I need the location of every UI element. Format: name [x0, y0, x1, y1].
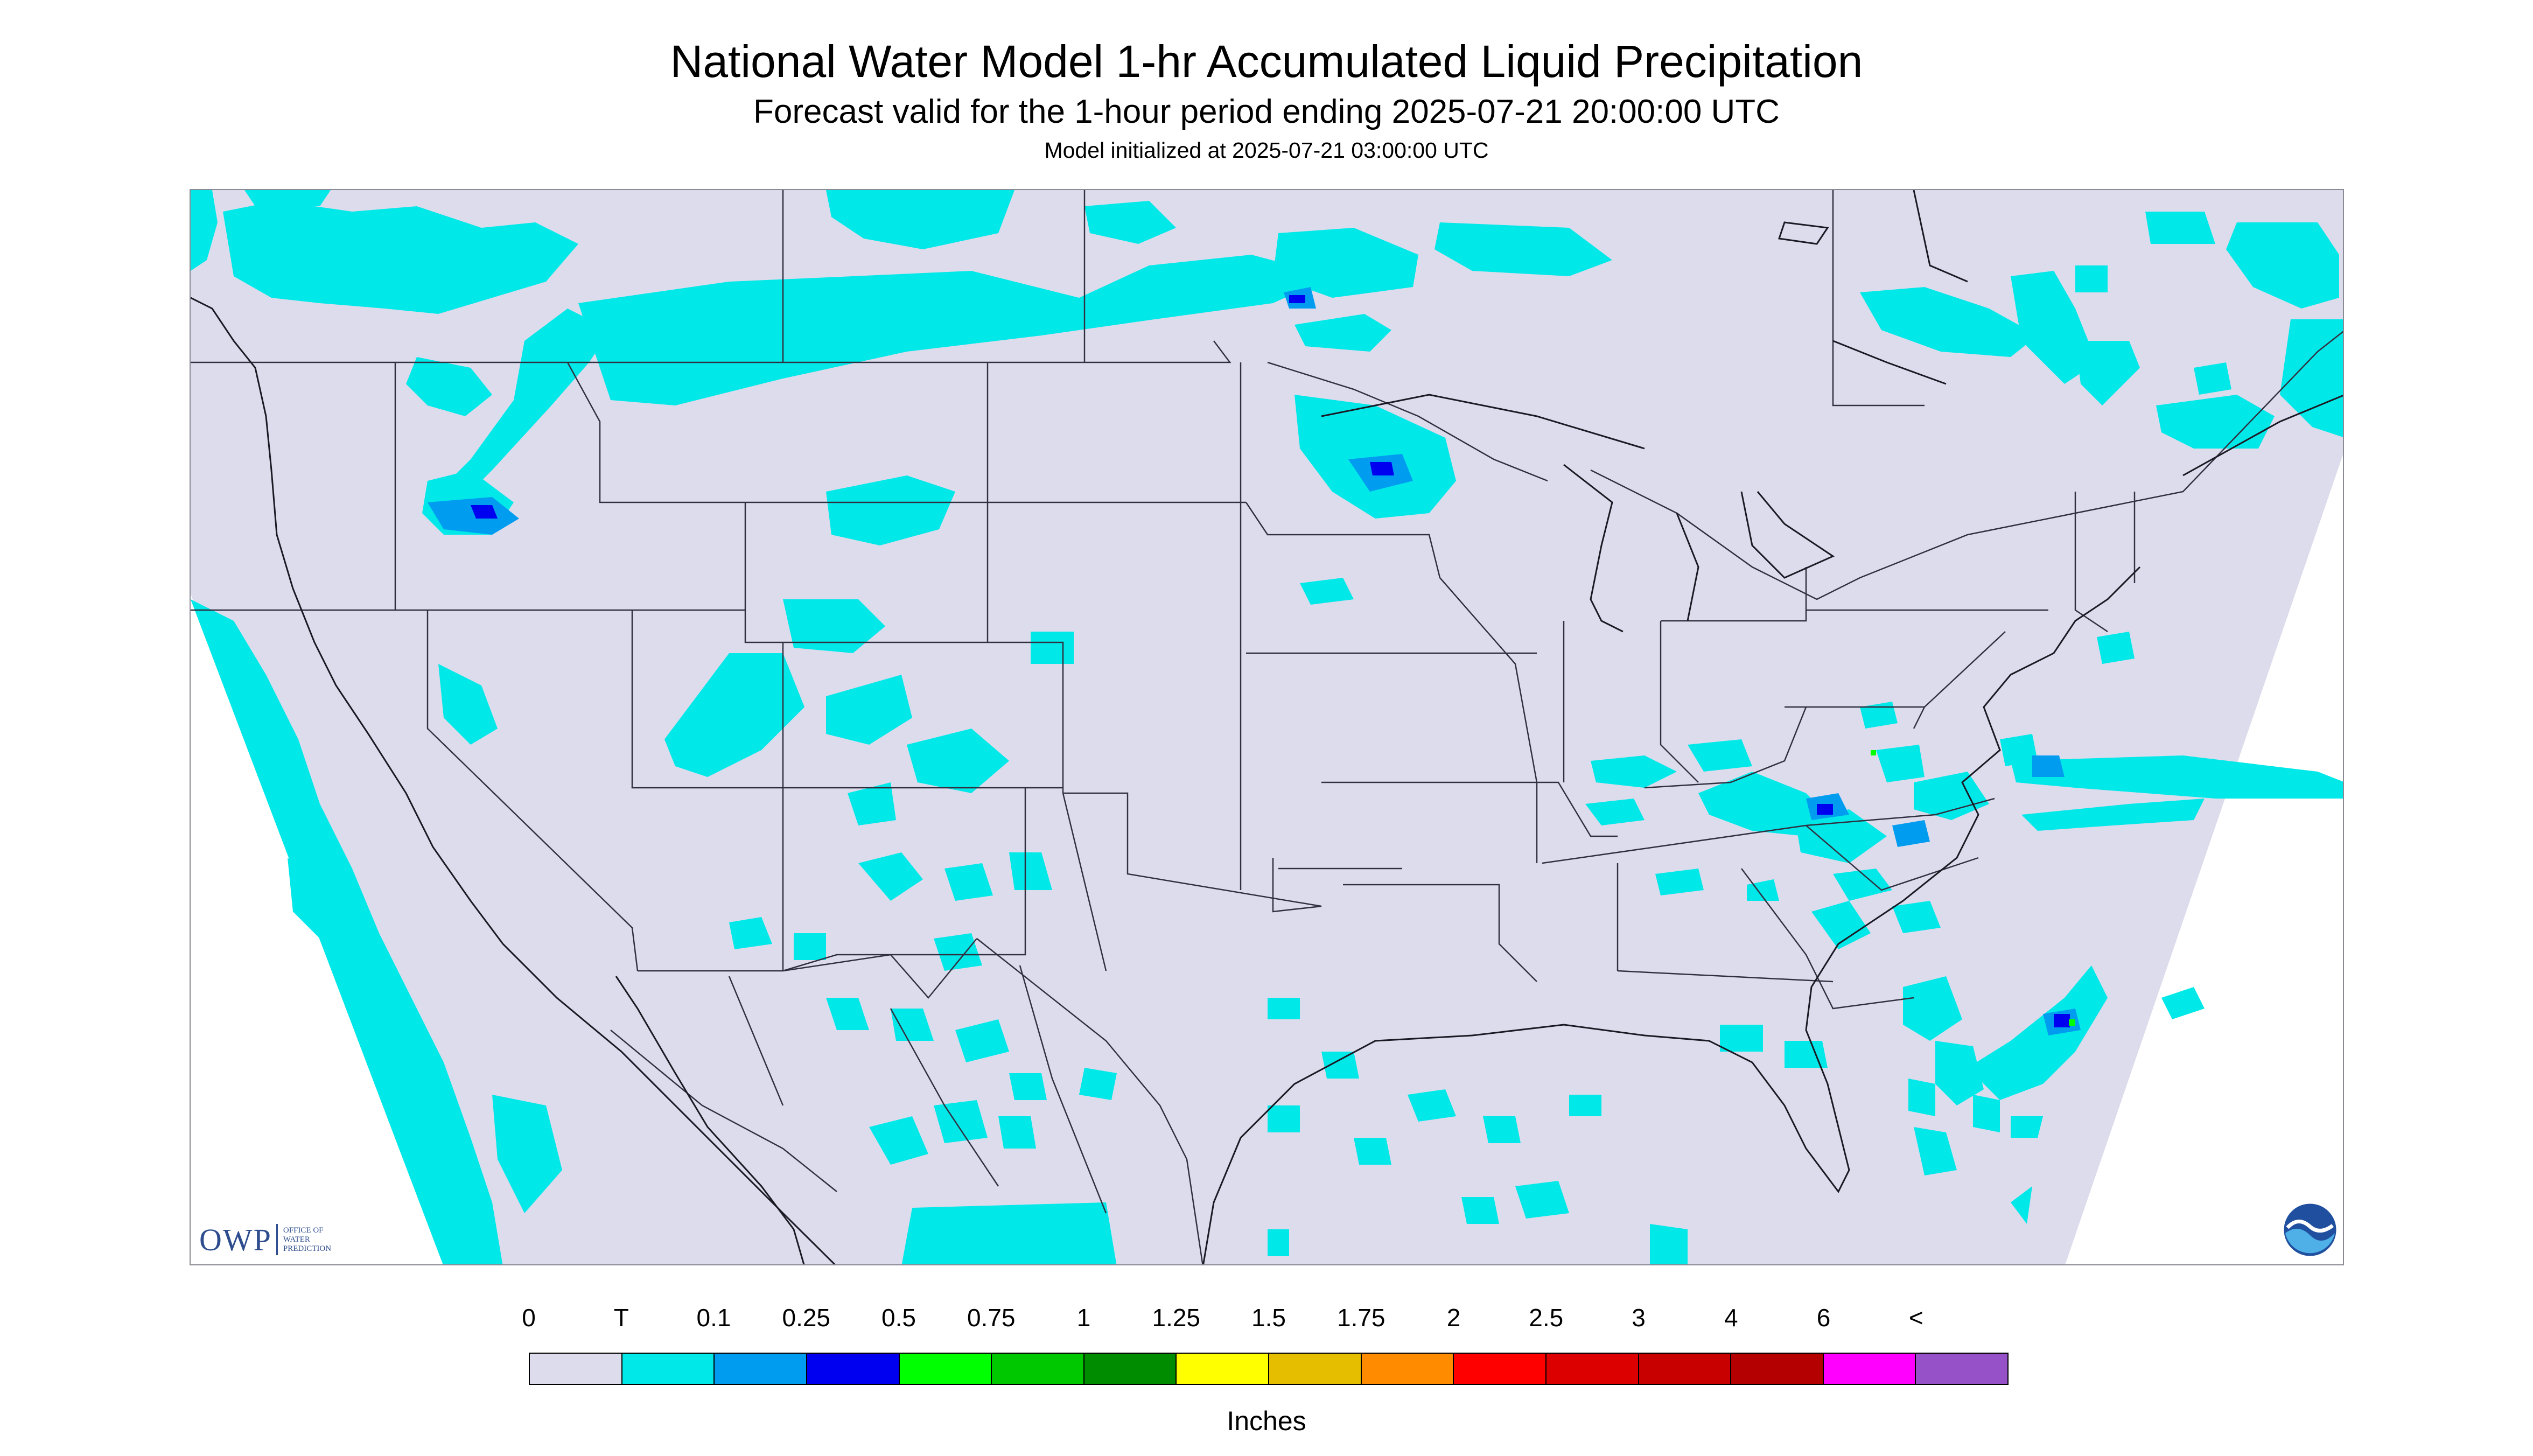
legend-swatch	[1177, 1354, 1269, 1384]
legend-swatch	[1916, 1354, 2007, 1384]
legend-swatch	[622, 1354, 715, 1384]
legend-swatch	[1639, 1354, 1732, 1384]
owp-logo-subtext: OFFICE OF WATER PREDICTION	[283, 1226, 331, 1254]
legend-tick-label: 1.75	[1337, 1304, 1386, 1332]
legend-tick-label: 1	[1076, 1304, 1091, 1332]
legend-tick-label: 1.25	[1152, 1304, 1201, 1332]
legend-swatch	[1731, 1354, 1824, 1384]
precip-0.25-areas	[471, 295, 2070, 1027]
political-boundaries	[191, 190, 2343, 1264]
legend-tick-label: 3	[1632, 1304, 1646, 1332]
legend-swatch	[1084, 1354, 1177, 1384]
legend-tick-label: T	[613, 1304, 629, 1332]
legend-tick-label: 6	[1816, 1304, 1831, 1332]
legend-tick-label: 0.25	[782, 1304, 831, 1332]
legend-tick-label: 0.5	[881, 1304, 916, 1332]
projection-domain	[191, 190, 2343, 1264]
legend-swatch	[1823, 1354, 1916, 1384]
legend-tick-label: 0.75	[967, 1304, 1016, 1332]
precipitation-map	[190, 189, 2344, 1265]
legend-tick-label: <	[1908, 1304, 1923, 1332]
legend-swatch	[1361, 1354, 1454, 1384]
legend-swatch	[715, 1354, 807, 1384]
legend-unit: Inches	[1227, 1406, 1306, 1436]
legend-swatch	[530, 1354, 622, 1384]
color-legend	[529, 1353, 2009, 1385]
legend-swatch	[1546, 1354, 1639, 1384]
legend-swatch	[1269, 1354, 1362, 1384]
legend-tick-label: 1.5	[1251, 1304, 1286, 1332]
legend-swatch	[899, 1354, 992, 1384]
model-init-line: Model initialized at 2025-07-21 03:00:00…	[1044, 138, 1489, 163]
legend-labels: 0 T 0.1 0.25 0.5 0.75 1 1.25 1.5 1.75 2 2.5 3 4 6 <	[0, 1303, 2533, 1335]
legend-swatch	[807, 1354, 900, 1384]
legend-tick-label: 2.5	[1529, 1304, 1564, 1332]
legend-tick-label: 0	[522, 1304, 536, 1332]
precip-trace-areas	[191, 190, 2343, 1264]
legend-tick-label: 0.1	[696, 1304, 731, 1332]
legend-tick-label: 2	[1446, 1304, 1461, 1332]
legend-swatch	[1454, 1354, 1547, 1384]
owp-logo-letters: OWP	[199, 1222, 272, 1257]
legend-tick-label: 4	[1724, 1304, 1738, 1332]
legend-swatch	[992, 1354, 1084, 1384]
owp-sub-line: PREDICTION	[283, 1244, 332, 1253]
owp-sub-line: OFFICE OF	[283, 1226, 324, 1235]
owp-logo: OWP OFFICE OF WATER PREDICTION	[199, 1222, 331, 1257]
precip-0.5-areas	[1871, 750, 2075, 1026]
coastlines	[191, 190, 2343, 1264]
map-canvas	[191, 190, 2343, 1264]
owp-sub-line: WATER	[283, 1235, 310, 1244]
map-subtitle: Forecast valid for the 1-hour period end…	[753, 93, 1780, 130]
map-title: National Water Model 1-hr Accumulated Li…	[670, 36, 1863, 87]
owp-logo-divider	[276, 1224, 278, 1255]
noaa-logo	[2282, 1202, 2338, 1258]
